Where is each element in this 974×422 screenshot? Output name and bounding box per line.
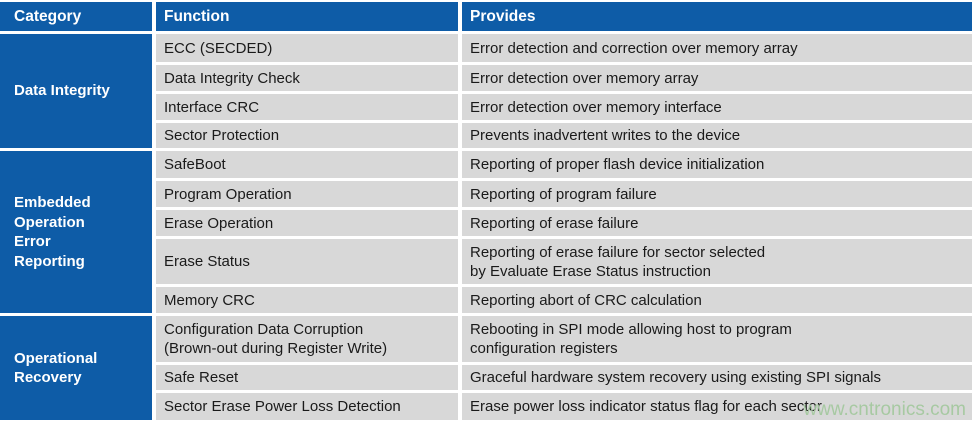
- provides-cell: Rebooting in SPI mode allowing host to p…: [462, 316, 972, 362]
- provides-cell: Error detection over memory interface: [462, 94, 972, 120]
- provides-cell: Reporting of erase failure: [462, 210, 972, 236]
- function-cell: Erase Status: [156, 239, 458, 284]
- category-cell-data-integrity: Data Integrity: [0, 34, 152, 148]
- header-provides: Provides: [462, 2, 972, 31]
- function-cell: Erase Operation: [156, 210, 458, 236]
- provides-cell: Erase power loss indicator status flag f…: [462, 393, 972, 420]
- function-cell: Safe Reset: [156, 365, 458, 390]
- provides-cell: Prevents inadvertent writes to the devic…: [462, 123, 972, 148]
- header-function: Function: [156, 2, 458, 31]
- provides-cell: Reporting abort of CRC calculation: [462, 287, 972, 313]
- function-cell: Data Integrity Check: [156, 65, 458, 91]
- provides-cell: Reporting of proper flash device initial…: [462, 151, 972, 178]
- provides-cell: Graceful hardware system recovery using …: [462, 365, 972, 390]
- function-cell: ECC (SECDED): [156, 34, 458, 62]
- header-category: Category: [0, 2, 152, 31]
- provides-cell: Error detection over memory array: [462, 65, 972, 91]
- provides-cell: Error detection and correction over memo…: [462, 34, 972, 62]
- provides-cell: Reporting of program failure: [462, 181, 972, 207]
- category-cell-embedded-operation-error-reporting: Embedded Operation Error Reporting: [0, 151, 152, 313]
- function-cell: Memory CRC: [156, 287, 458, 313]
- function-cell: Program Operation: [156, 181, 458, 207]
- provides-cell: Reporting of erase failure for sector se…: [462, 239, 972, 284]
- function-cell: Sector Protection: [156, 123, 458, 148]
- category-cell-operational-recovery: Operational Recovery: [0, 316, 152, 420]
- function-cell: Interface CRC: [156, 94, 458, 120]
- function-cell: SafeBoot: [156, 151, 458, 178]
- function-cell: Sector Erase Power Loss Detection: [156, 393, 458, 420]
- function-cell: Configuration Data Corruption (Brown-out…: [156, 316, 458, 362]
